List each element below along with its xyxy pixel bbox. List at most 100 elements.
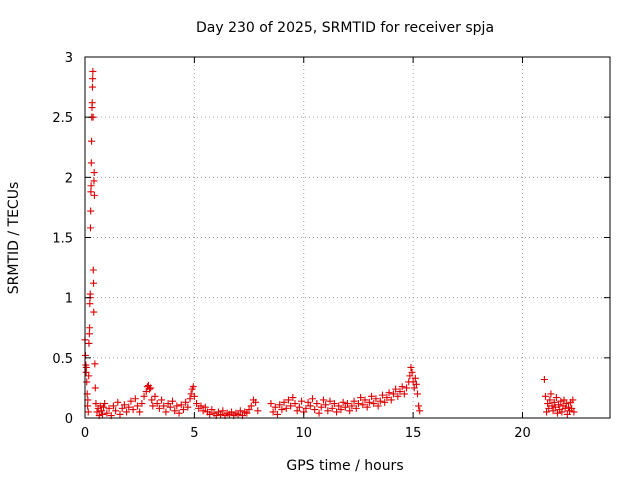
data-point: [330, 400, 338, 408]
data-point: [90, 279, 98, 287]
data-point: [398, 383, 406, 391]
data-point: [84, 408, 92, 416]
data-point: [86, 224, 94, 232]
data-point: [89, 67, 97, 75]
data-point: [289, 394, 297, 402]
data-point: [92, 400, 100, 408]
data-point: [387, 396, 395, 404]
data-point: [199, 407, 207, 415]
data-point: [138, 400, 146, 408]
data-point: [295, 403, 303, 411]
data-point: [123, 408, 131, 416]
data-point: [563, 410, 571, 418]
data-point: [357, 394, 365, 402]
y-axis-label: SRMTID / TECUs: [6, 182, 22, 295]
data-point: [554, 409, 561, 417]
data-point: [276, 401, 284, 409]
data-point: [166, 403, 174, 411]
data-point: [87, 207, 95, 215]
data-point: [368, 392, 376, 400]
data-point: [86, 300, 94, 308]
data-point: [88, 83, 96, 91]
x-tick-label: 5: [190, 426, 198, 441]
data-point: [315, 409, 323, 417]
data-point: [550, 398, 558, 406]
data-point: [555, 401, 563, 409]
data-point: [319, 396, 327, 404]
data-point: [179, 406, 187, 414]
data-point: [151, 392, 159, 400]
data-point: [236, 407, 244, 415]
data-point: [175, 409, 183, 417]
data-point: [100, 403, 108, 411]
data-point: [322, 401, 330, 409]
data-point: [287, 402, 295, 410]
data-point: [96, 402, 104, 410]
data-point: [182, 398, 190, 406]
data-point: [140, 392, 148, 400]
x-tick-label: 0: [81, 426, 89, 441]
data-point: [217, 410, 225, 418]
data-point: [348, 402, 356, 410]
data-point: [160, 402, 168, 410]
data-point: [93, 408, 101, 416]
data-point: [136, 408, 144, 416]
data-point: [339, 398, 347, 406]
data-point: [90, 177, 98, 185]
data-point: [304, 398, 312, 406]
data-point: [570, 408, 578, 416]
data-point: [86, 290, 94, 298]
data-point: [112, 407, 120, 415]
chart-title: Day 230 of 2025, SRMTID for receiver spj…: [196, 20, 494, 36]
data-point: [278, 406, 286, 414]
data-point: [85, 372, 93, 380]
plot-frame: [84, 56, 611, 419]
data-point: [245, 406, 253, 414]
data-point: [560, 396, 568, 404]
data-point: [201, 403, 209, 411]
x-tick-label: 15: [405, 426, 422, 441]
data-point: [363, 403, 371, 411]
data-point: [547, 390, 555, 398]
data-point: [361, 396, 369, 404]
data-point: [280, 398, 288, 406]
data-point: [118, 404, 126, 412]
data-point: [352, 404, 360, 412]
data-point: [254, 407, 262, 415]
data-point: [82, 363, 90, 371]
data-point: [282, 404, 290, 412]
data-point: [87, 159, 95, 167]
data-point: [568, 404, 576, 412]
data-point: [177, 401, 185, 409]
data-point: [89, 75, 97, 83]
data-point: [109, 402, 117, 410]
data-point: [412, 380, 420, 388]
data-point: [252, 398, 260, 406]
data-point: [193, 400, 201, 408]
data-point: [407, 363, 415, 371]
data-point: [333, 408, 341, 416]
data-point: [385, 389, 393, 397]
data-point: [374, 402, 382, 410]
data-point: [389, 390, 397, 398]
data-point: [415, 402, 423, 410]
data-point: [90, 169, 98, 177]
data-point: [284, 396, 292, 404]
data-point: [414, 390, 421, 398]
data-point: [87, 188, 95, 196]
data-point: [234, 410, 242, 418]
data-point: [562, 400, 570, 408]
axis-ticks: 0 5 10 15 20 0 0.5 1 1.5 2 2.5 3: [52, 51, 610, 441]
data-point: [89, 266, 97, 274]
data-point: [293, 407, 301, 415]
data-point: [269, 408, 277, 416]
data-point: [274, 410, 281, 418]
data-point: [125, 403, 133, 411]
data-point: [88, 99, 96, 107]
data-point: [346, 407, 354, 415]
data-point: [97, 407, 105, 415]
x-tick-label: 20: [514, 426, 531, 441]
data-point: [392, 385, 400, 393]
y-tick-label: 1.5: [52, 232, 73, 247]
